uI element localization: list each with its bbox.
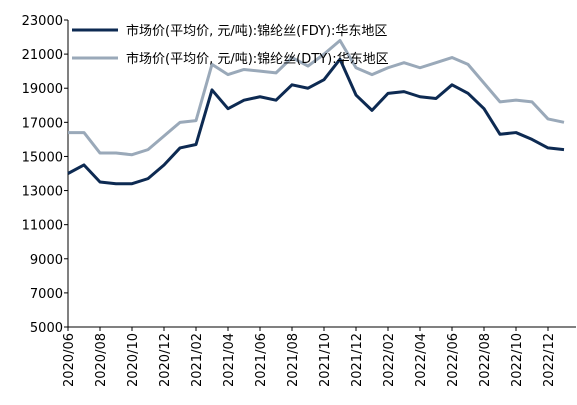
y-tick-label: 7000 xyxy=(30,287,63,302)
x-tick-label: 2022/06 xyxy=(446,333,461,387)
x-tick-label: 2021/02 xyxy=(190,333,205,387)
x-tick-label: 2021/04 xyxy=(222,333,237,387)
x-tick-label: 2021/06 xyxy=(254,333,269,387)
x-tick-label: 2022/10 xyxy=(510,333,525,387)
x-tick-label: 2022/02 xyxy=(382,333,397,387)
x-tick-label: 2020/10 xyxy=(126,333,141,387)
legend-label: 市场价(平均价, 元/吨):锦纶丝(DTY):华东地区 xyxy=(126,51,389,67)
y-tick-label: 23000 xyxy=(22,14,63,29)
x-tick-label: 2021/10 xyxy=(318,333,333,387)
x-tick-label: 2020/12 xyxy=(158,333,173,387)
x-tick-label: 2020/06 xyxy=(62,333,77,387)
x-tick-label: 2022/04 xyxy=(414,333,429,387)
x-tick-label: 2020/08 xyxy=(94,333,109,387)
x-tick-label: 2021/08 xyxy=(286,333,301,387)
x-tick-label: 2022/08 xyxy=(478,333,493,387)
y-tick-label: 5000 xyxy=(30,321,63,336)
x-tick-label: 2022/12 xyxy=(542,333,557,387)
legend-label: 市场价(平均价, 元/吨):锦纶丝(FDY):华东地区 xyxy=(126,23,387,39)
y-tick-label: 15000 xyxy=(22,150,63,165)
y-tick-label: 9000 xyxy=(30,253,63,268)
x-tick-label: 2021/12 xyxy=(350,333,365,387)
y-tick-label: 13000 xyxy=(22,185,63,200)
series-line xyxy=(68,38,565,157)
y-tick-label: 11000 xyxy=(22,219,63,234)
y-tick-label: 21000 xyxy=(22,48,63,63)
y-tick-label: 19000 xyxy=(22,82,63,97)
y-tick-label: 17000 xyxy=(22,116,63,131)
series-line xyxy=(67,57,565,186)
